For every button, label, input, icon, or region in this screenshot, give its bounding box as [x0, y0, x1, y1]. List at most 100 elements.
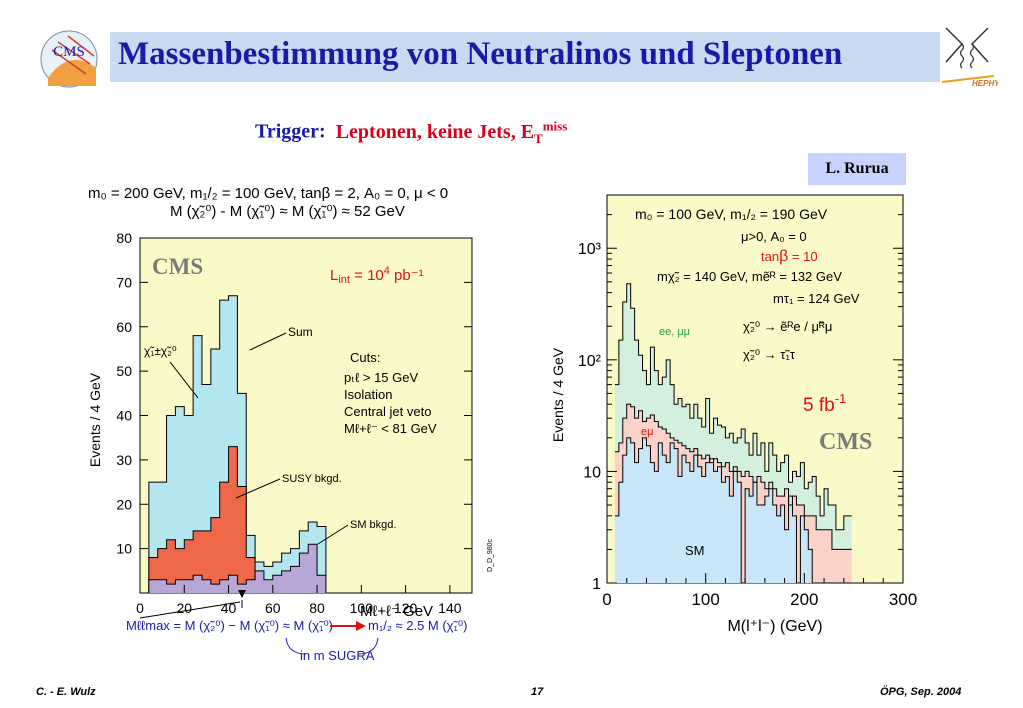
left-bar-susybkgd-11 [246, 557, 256, 593]
right-series-line-0 [614, 283, 852, 531]
right-line2: μ>0, A₀ = 0 [741, 229, 807, 244]
right-xlabel: M(l⁺l⁻) (GeV) [727, 618, 822, 635]
left-bar-susybkgd-10 [237, 486, 247, 593]
left-ytick-label: 80 [116, 230, 132, 246]
trigger-value: Leptonen, keine Jets, ETmiss [335, 118, 568, 146]
right-ytick-label: 10 [583, 464, 601, 481]
left-xtick-label: 120 [394, 600, 418, 616]
page-title: Massenbestimmung von Neutralinos und Sle… [118, 36, 843, 72]
left-xtick-label: 20 [176, 600, 192, 616]
title-bar [110, 32, 940, 82]
left-bar-sum-8 [219, 300, 229, 593]
right-axes: 1 10 10² 10³ 0 100 200 300 [578, 194, 917, 609]
left-bar-sum-9 [228, 295, 238, 593]
left-bar-smbkgd-14 [272, 575, 283, 593]
cms-logo-text: CMS [53, 44, 85, 60]
left-bar-smbkgd-10 [237, 584, 247, 593]
svg-text:Central jet veto: Central jet veto [344, 404, 431, 419]
svg-text:Cuts:: Cuts: [350, 350, 380, 365]
left-ytick-label: 50 [116, 363, 132, 379]
right-xtick-label: 100 [691, 590, 719, 609]
left-bar-smbkgd-13 [263, 579, 274, 593]
left-bar-sum-0 [148, 482, 159, 593]
left-sm-label: SM bkgd. [350, 519, 396, 531]
left-xtick-label: 40 [221, 600, 237, 616]
right-bars [614, 283, 852, 584]
right-ytick-label: 10³ [578, 241, 602, 258]
left-bars [148, 295, 327, 594]
left-bar-susybkgd-3 [175, 548, 185, 593]
left-bar-smbkgd-9 [228, 575, 238, 593]
left-ytick-label: 20 [116, 496, 132, 512]
left-bar-sum-6 [201, 384, 212, 593]
trigger-label: Trigger: [255, 120, 326, 143]
right-line4: mχ̃₂ = 140 GeV, mẽᴿ = 132 GeV [657, 269, 842, 284]
left-bar-smbkgd-2 [166, 584, 176, 593]
left-bar-susybkgd-8 [219, 482, 229, 593]
right-xtick-label: 0 [602, 590, 611, 609]
left-cuts: Cuts: pₜℓ > 15 GeV Isolation Central jet… [344, 350, 437, 436]
left-bar-susybkgd-1 [157, 548, 167, 593]
left-chart: m₀ = 200 GeV, m₁/₂ = 100 GeV, tanβ = 2, … [87, 185, 494, 663]
left-outline-0 [148, 295, 327, 593]
left-chi-label: χ̃₁±χ̃₂⁰ [144, 344, 177, 358]
right-sm-label: SM [685, 543, 705, 558]
left-xtick-label: 60 [265, 600, 281, 616]
right-series-line-2 [614, 437, 852, 584]
right-ytick-label: 10² [578, 353, 602, 370]
right-ylabel: Events / 4 GeV [550, 347, 566, 442]
left-bar-susybkgd-5 [193, 530, 203, 593]
right-cms-label: CMS [819, 429, 872, 455]
left-bar-sum-1 [157, 482, 167, 593]
left-bar-susybkgd-4 [184, 539, 194, 593]
right-line1: m₀ = 100 GeV, m₁/₂ = 190 GeV [635, 206, 828, 222]
right-xtick-label: 200 [790, 590, 818, 609]
footer-author: C. - E. Wulz [36, 686, 96, 698]
svg-text:Mℓ+ℓ⁻ < 81 GeV: Mℓ+ℓ⁻ < 81 GeV [344, 421, 437, 436]
svg-text:pₜℓ > 15 GeV: pₜℓ > 15 GeV [344, 370, 418, 385]
right-chart: 1 10 10² 10³ 0 100 200 300 m₀ = 100 GeV, m₁/₂ =… [550, 194, 917, 635]
left-formula-right: m₁/₂ ≈ 2.5 M (χ̃₁⁰) [368, 618, 467, 633]
right-emu-label: eμ [641, 426, 653, 438]
left-bar-smbkgd-11 [246, 579, 256, 593]
left-bar-sum-5 [193, 335, 203, 593]
right-decay1: χ̃₂⁰ → ẽᴿe / μ̃ᴿμ [743, 319, 832, 334]
left-bar-susybkgd-7 [210, 517, 221, 593]
right-xtick-label: 300 [889, 590, 917, 609]
left-xlabel: Mℓ+ℓ⁻ GeV [360, 603, 433, 620]
svg-text:Isolation: Isolation [344, 387, 392, 402]
left-bar-sum-7 [210, 348, 221, 593]
left-bar-susybkgd-0 [148, 557, 159, 593]
left-bar-susybkgd-6 [201, 530, 212, 593]
left-lumi-label: Lint = 104 pb⁻¹ [330, 265, 424, 286]
left-bar-smbkgd-0 [148, 579, 159, 593]
left-sugra: in m SUGRA [300, 648, 375, 663]
left-xtick-label: 140 [438, 600, 462, 616]
left-bar-smbkgd-12 [255, 570, 265, 593]
left-bar-sum-19 [317, 526, 327, 593]
left-bar-susybkgd-2 [166, 539, 176, 593]
left-ytick-label: 40 [116, 408, 132, 424]
right-lumi-label: 5 fb-1 [803, 391, 846, 416]
left-header-line2: M (χ̃₂⁰) - M (χ̃₁⁰) ≈ M (χ̃₁⁰) ≈ 52 GeV [170, 203, 405, 220]
left-ytick-label: 10 [116, 541, 132, 557]
right-line3: tanβ = 10 [761, 248, 818, 265]
left-bar-smbkgd-3 [175, 579, 185, 593]
left-bar-sum-3 [175, 406, 185, 593]
left-ytick-label: 30 [116, 452, 132, 468]
left-axes: 10 20 30 40 50 60 70 80 0 20 40 60 80 100 120 140 [116, 230, 472, 616]
right-ee-label: ee, μμ [659, 326, 690, 338]
left-bar-smbkgd-6 [201, 579, 212, 593]
right-series-fill-2 [614, 437, 852, 583]
left-ytick-label: 70 [116, 274, 132, 290]
left-outline-2 [148, 543, 327, 593]
right-ytick-label: 1 [592, 576, 601, 593]
footer-page-number: 17 [531, 686, 544, 698]
right-decay2: χ̃₂⁰ → τ̃₁τ [743, 347, 796, 362]
left-xtick-label: 80 [309, 600, 325, 616]
left-formula: Mℓℓmax = M (χ̃₂⁰) − M (χ̃₁⁰) ≈ M (χ̃₁⁰) [126, 618, 333, 633]
left-xtick-label: 0 [136, 600, 144, 616]
left-bar-smbkgd-1 [157, 579, 167, 593]
left-bar-smbkgd-8 [219, 579, 229, 593]
right-line5: mτ₁ = 124 GeV [773, 291, 860, 306]
